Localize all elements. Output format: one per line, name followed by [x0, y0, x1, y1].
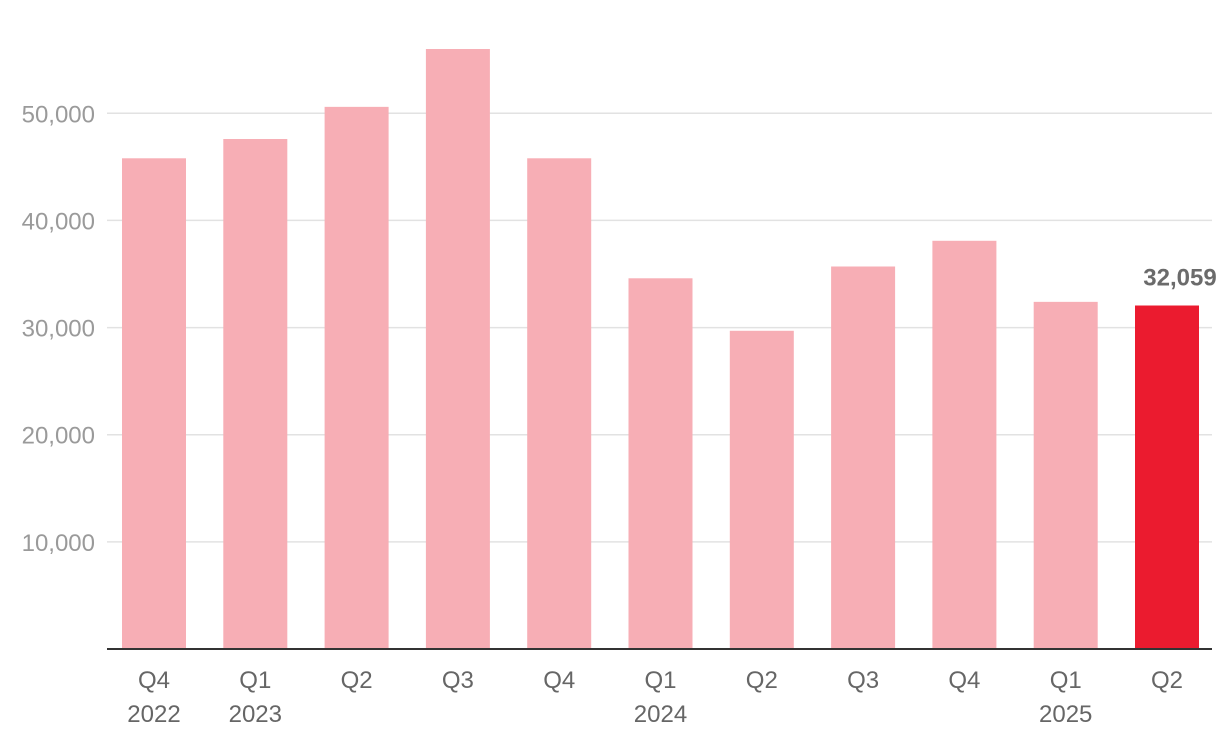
y-axis-tick-labels: 10,000 20,000 30,000 40,000 50,000 [22, 101, 95, 557]
y-tick-label: 40,000 [22, 208, 95, 235]
x-tick-label-year: 2023 [229, 701, 282, 728]
bar [425, 49, 490, 649]
bar [1033, 301, 1098, 649]
bar [729, 330, 794, 649]
x-tick-label-quarter: Q3 [442, 667, 474, 694]
bar [122, 158, 186, 650]
value-labels: 32,059 [1143, 265, 1216, 292]
x-tick-label-quarter: Q4 [543, 667, 575, 694]
y-tick-label: 50,000 [22, 101, 95, 128]
bar [324, 106, 389, 650]
x-tick-label-quarter: Q2 [341, 667, 373, 694]
y-tick-label: 30,000 [22, 316, 95, 343]
x-tick-label-year: 2025 [1039, 701, 1092, 728]
bar-value-label: 32,059 [1143, 265, 1216, 292]
bar [932, 240, 997, 650]
bar [223, 139, 288, 649]
x-tick-label-quarter: Q4 [138, 667, 170, 694]
x-tick-label-quarter: Q2 [746, 667, 778, 694]
bar [831, 266, 896, 649]
x-tick-label-year: 2024 [634, 701, 687, 728]
x-tick-label-quarter: Q3 [847, 667, 879, 694]
y-tick-label: 20,000 [22, 423, 95, 450]
x-tick-label-quarter: Q4 [948, 667, 980, 694]
x-tick-label-quarter: Q1 [1050, 667, 1082, 694]
y-tick-label: 10,000 [22, 530, 95, 557]
bar [527, 158, 592, 650]
x-tick-label-year: 2022 [127, 701, 180, 728]
x-tick-label-quarter: Q2 [1151, 667, 1183, 694]
x-tick-label-quarter: Q1 [239, 667, 271, 694]
bar-highlight [1135, 305, 1199, 649]
bars [122, 49, 1199, 650]
x-tick-label-quarter: Q1 [644, 667, 676, 694]
x-axis-tick-labels: Q4 2022 Q1 2023 Q2 Q3 Q4 Q1 2024 Q2 Q3 Q4 Q1 2025 Q2 [127, 667, 1183, 728]
bar [628, 278, 693, 649]
